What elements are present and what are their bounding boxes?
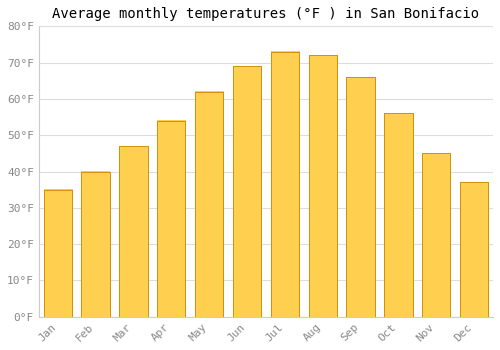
Bar [195,92,224,317]
Bar [422,153,450,317]
Bar [82,172,110,317]
Bar [270,52,299,317]
Bar [195,92,224,317]
Bar [157,121,186,317]
Bar [384,113,412,317]
Bar [346,77,375,317]
Bar [346,77,375,317]
Bar [384,113,412,317]
Bar [44,190,72,317]
Bar [119,146,148,317]
Bar [82,172,110,317]
Bar [157,121,186,317]
Bar [308,55,337,317]
Bar [460,182,488,317]
Bar [233,66,261,317]
Bar [44,190,72,317]
Bar [233,66,261,317]
Bar [422,153,450,317]
Bar [460,182,488,317]
Bar [308,55,337,317]
Title: Average monthly temperatures (°F ) in San Bonifacio: Average monthly temperatures (°F ) in Sa… [52,7,480,21]
Bar [270,52,299,317]
Bar [119,146,148,317]
